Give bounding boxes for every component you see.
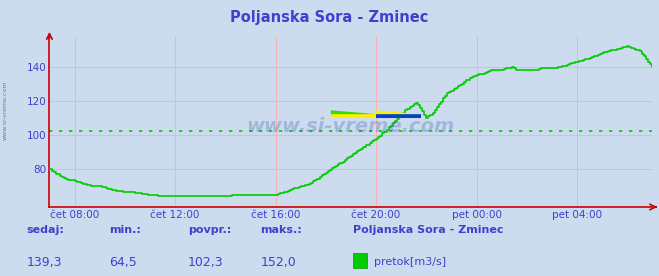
Text: Poljanska Sora - Zminec: Poljanska Sora - Zminec	[230, 10, 429, 25]
Text: sedaj:: sedaj:	[26, 225, 64, 235]
Polygon shape	[331, 110, 376, 114]
Text: Poljanska Sora - Zminec: Poljanska Sora - Zminec	[353, 225, 503, 235]
Text: 102,3: 102,3	[188, 256, 223, 269]
Text: 64,5: 64,5	[109, 256, 136, 269]
Text: www.si-vreme.com: www.si-vreme.com	[246, 117, 455, 136]
Text: www.si-vreme.com: www.si-vreme.com	[3, 81, 8, 140]
Bar	[376, 114, 421, 118]
Text: 152,0: 152,0	[260, 256, 296, 269]
Bar	[331, 114, 376, 118]
Text: povpr.:: povpr.:	[188, 225, 231, 235]
Polygon shape	[376, 110, 421, 114]
Text: maks.:: maks.:	[260, 225, 302, 235]
Text: 139,3: 139,3	[26, 256, 62, 269]
Text: min.:: min.:	[109, 225, 140, 235]
Text: pretok[m3/s]: pretok[m3/s]	[374, 257, 445, 267]
